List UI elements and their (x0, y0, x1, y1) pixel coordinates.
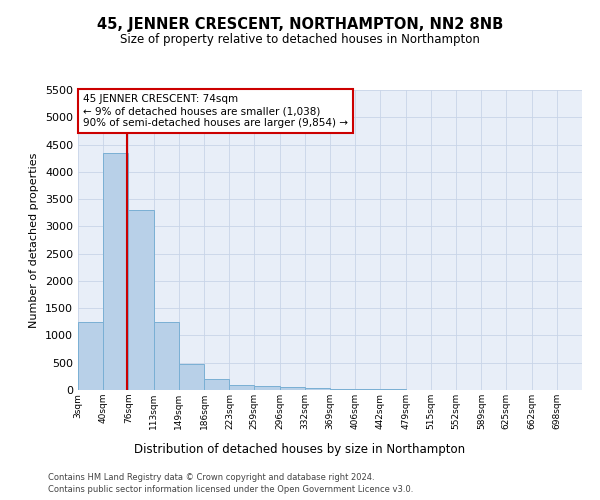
Bar (128, 210, 154, 390)
Text: Contains public sector information licensed under the Open Government Licence v3: Contains public sector information licen… (48, 485, 413, 494)
Y-axis label: Number of detached properties: Number of detached properties (29, 152, 40, 328)
Bar (280, 388, 305, 390)
Text: 45, JENNER CRESCENT, NORTHAMPTON, NN2 8NB: 45, JENNER CRESCENT, NORTHAMPTON, NN2 8N… (97, 18, 503, 32)
Text: 45 JENNER CRESCENT: 74sqm
← 9% of detached houses are smaller (1,038)
90% of sem: 45 JENNER CRESCENT: 74sqm ← 9% of detach… (83, 94, 348, 128)
Bar (254, 386, 280, 390)
Bar (330, 389, 355, 390)
Bar (355, 389, 380, 390)
Bar (305, 388, 330, 390)
Bar (103, 152, 128, 390)
Text: Distribution of detached houses by size in Northampton: Distribution of detached houses by size … (134, 442, 466, 456)
Text: Contains HM Land Registry data © Crown copyright and database right 2024.: Contains HM Land Registry data © Crown c… (48, 472, 374, 482)
Bar (179, 364, 204, 390)
Bar (154, 322, 179, 390)
Bar (229, 384, 254, 390)
Bar (204, 379, 229, 390)
Bar (78, 322, 103, 390)
Text: Size of property relative to detached houses in Northampton: Size of property relative to detached ho… (120, 32, 480, 46)
